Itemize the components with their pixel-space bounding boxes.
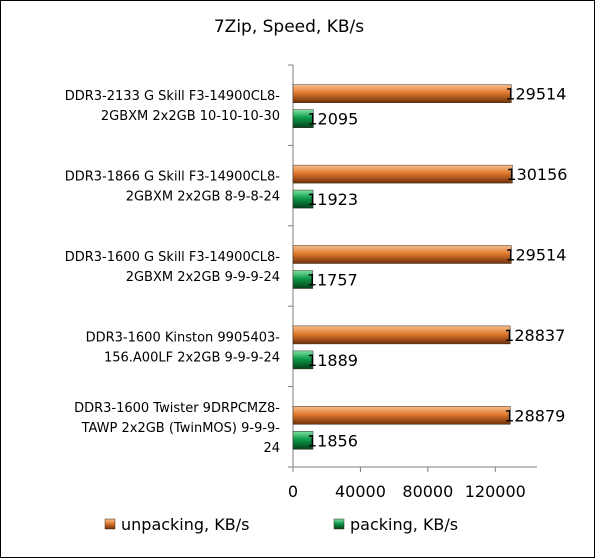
legend-swatch-packing <box>333 518 345 530</box>
bar-packing <box>292 350 314 370</box>
category-label: DDR3-2133 G Skill F3-14900CL8- 2GBXM 2x2G… <box>65 89 281 124</box>
legend-label-unpacking: unpacking, KB/s <box>121 515 249 534</box>
data-label-unpacking: 129514 <box>505 246 566 265</box>
bar-packing <box>292 270 314 289</box>
category-label: DDR3-1600 Twister 9DRPCMZ8- TAWP 2x2GB (T… <box>74 401 280 456</box>
x-tick-label: 40000 <box>335 482 386 501</box>
category-label-line: DDR3-1600 Twister 9DRPCMZ8- <box>74 401 280 416</box>
data-label-packing: 11856 <box>307 431 358 450</box>
category-label-line: DDR3-1600 Kinston 9905403- <box>86 330 281 345</box>
category-label-line: DDR3-1600 G Skill F3-14900CL8- <box>65 250 281 265</box>
category-label: DDR3-1600 G Skill F3-14900CL8- 2GBXM 2x2G… <box>65 250 281 285</box>
bar-unpacking <box>292 84 512 103</box>
data-label-packing: 11889 <box>307 351 358 370</box>
category-label-line: 156.A00LF 2x2GB 9-9-9-24 <box>104 350 280 365</box>
category-label: DDR3-1600 Kinston 9905403- 156.A00LF 2x2G… <box>86 330 281 365</box>
legend-swatch-unpacking <box>104 518 116 530</box>
legend-label-packing: packing, KB/s <box>350 515 458 534</box>
chart-title: 7Zip, Speed, KB/s <box>214 17 364 37</box>
data-label-unpacking: 128837 <box>504 326 565 345</box>
category-label-line: 2GBXM 2x2GB 10-10-10-30 <box>101 109 280 124</box>
bar-unpacking <box>292 406 511 425</box>
data-label-packing: 11923 <box>307 190 358 209</box>
bar-unpacking <box>292 325 511 345</box>
data-label-packing: 12095 <box>307 110 358 129</box>
data-label-packing: 11757 <box>307 271 358 290</box>
data-label-unpacking: 129514 <box>505 85 566 104</box>
category-label: DDR3-1866 G Skill F3-14900CL8- 2GBXM 2x2G… <box>65 170 281 205</box>
category-label-line: DDR3-2133 G Skill F3-14900CL8- <box>65 89 281 104</box>
category-label-line: DDR3-1866 G Skill F3-14900CL8- <box>65 170 281 185</box>
data-label-unpacking: 128879 <box>504 406 565 425</box>
bar-packing <box>292 109 314 128</box>
data-label-unpacking: 130156 <box>506 165 567 184</box>
category-label-line: 24 <box>263 441 280 456</box>
bar-packing <box>292 189 314 209</box>
x-tick-label: 0 <box>288 482 298 501</box>
category-label-line: TAWP 2x2GB (TwinMOS) 9-9-9- <box>81 421 281 436</box>
category-label-line: 2GBXM 2x2GB 8-9-8-24 <box>126 190 280 205</box>
bar-packing <box>292 431 314 450</box>
x-tick-label: 80000 <box>402 482 453 501</box>
bar-unpacking <box>292 164 513 184</box>
bar-unpacking <box>292 245 512 264</box>
x-tick-label: 120000 <box>465 482 526 501</box>
category-label-line: 2GBXM 2x2GB 9-9-9-24 <box>126 270 280 285</box>
